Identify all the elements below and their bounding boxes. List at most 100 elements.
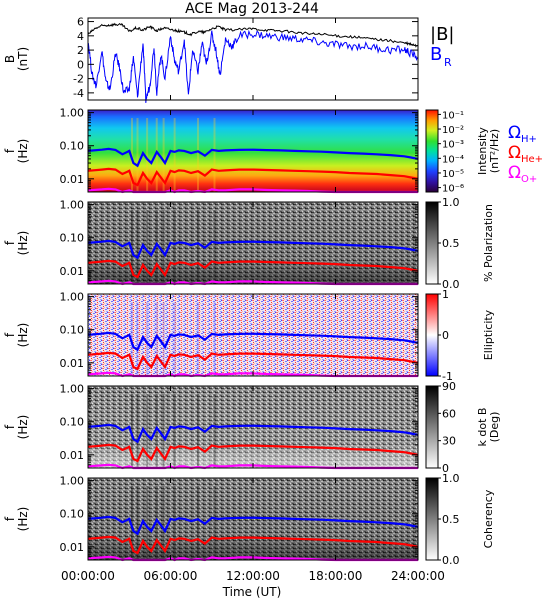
intensity-ytick-label: 0.10 — [60, 140, 85, 153]
kdotb-streak — [162, 394, 165, 468]
coherency-ytick-label: 1.00 — [60, 475, 85, 488]
legend-gyro-he-plus-subscript: He+ — [521, 154, 543, 165]
coherency-yunit: (Hz) — [16, 507, 30, 532]
polarization-colorbar-tick-label: 1.0 — [442, 196, 460, 209]
polarization-yunit: (Hz) — [16, 231, 30, 256]
b-yunit: (nT) — [16, 47, 30, 71]
ellipticity-spectrogram — [88, 294, 418, 376]
time-axis-label: Time (UT) — [222, 585, 282, 599]
polarization-ytick-label: 1.00 — [60, 199, 85, 212]
kdotb-ytick-label: 1.00 — [60, 383, 85, 396]
time-axis: 00:00:00 06:00:00 12:00:00 18:00:00 24:00:00 — [61, 569, 445, 583]
intensity-streak — [155, 118, 158, 192]
legend-gyro-o-plus-subscript: O+ — [521, 174, 537, 185]
polarization-streak — [197, 210, 199, 284]
kdotb-streak — [131, 394, 133, 468]
coherency-ytick-label: 0.10 — [60, 508, 85, 521]
panel-polarization: 0.01 0.10 1.00 f (Hz) 0.0 0.5 1.0 % Polarization — [3, 196, 495, 291]
ellipticity-colorbar-tick-label: 0 — [442, 329, 449, 342]
coherency-ytick-label: 0.01 — [60, 541, 85, 554]
panel-intensity: 0.01 0.10 1.00 f (Hz) 10⁻¹ 10⁻² 10⁻³ 10⁻⁴ 10⁻⁵ 10⁻… — [3, 107, 543, 195]
kdotb-colorbar-tick-label: 90 — [442, 380, 456, 393]
polarization-ylabel: f — [3, 240, 17, 245]
ellipticity-ytick-label: 1.00 — [60, 291, 85, 304]
polarization-colorbar-tick-label: 0.0 — [442, 278, 460, 291]
coherency-colorbar-tick-label: 0.5 — [442, 513, 460, 526]
polarization-streak — [146, 210, 149, 284]
intensity-streak — [173, 118, 176, 192]
intensity-ytick-label: 1.00 — [60, 107, 85, 120]
kdotb-colorbar-tick-label: 60 — [442, 407, 456, 420]
polarization-streak — [162, 210, 165, 284]
kdotb-streak — [155, 394, 158, 468]
time-tick-label: 12:00:00 — [226, 569, 280, 583]
ellipticity-streak — [173, 302, 176, 376]
intensity-gyro-line-he-plus — [87, 167, 419, 187]
coherency-streak — [162, 486, 165, 560]
coherency-streak — [131, 486, 133, 560]
intensity-ytick-label: 0.01 — [60, 173, 85, 186]
intensity-streak — [136, 118, 139, 192]
polarization-gyro-line-he-plus — [87, 259, 419, 279]
ellipticity-streak — [155, 302, 158, 376]
chart-title: ACE Mag 2013-244 — [185, 1, 319, 17]
coherency-colorbar — [425, 477, 439, 561]
intensity-colorbar-tick-label: 10⁻¹ — [442, 110, 464, 121]
coherency-ylabel: f — [3, 516, 17, 521]
kdotb-colorbar-label: k dot B — [476, 408, 489, 447]
time-tick-label: 18:00:00 — [309, 569, 363, 583]
kdotb-colorbar-tick-label: 30 — [442, 435, 456, 448]
coherency-colorbar-tick-label: 0.0 — [442, 554, 460, 567]
ellipticity-streak — [162, 302, 165, 376]
ellipticity-ytick-label: 0.01 — [60, 357, 85, 370]
series-b-r-line — [87, 29, 419, 103]
intensity-streak — [197, 118, 199, 192]
polarization-streak — [136, 210, 139, 284]
intensity-streak — [162, 118, 165, 192]
ellipticity-colorbar-tick-label: -1 — [442, 370, 453, 383]
kdotb-colorbar-unit: (Deg) — [488, 412, 501, 443]
kdotb-ytick-label: 0.10 — [60, 416, 85, 429]
kdotb-colorbar-tick-label: 0 — [442, 462, 449, 475]
coherency-colorbar-label: Coherency — [482, 489, 495, 548]
kdotb-colorbar — [425, 385, 439, 469]
polarization-gyro-line-h-plus — [87, 239, 419, 260]
intensity-yunit: (Hz) — [16, 139, 30, 164]
intensity-colorbar-tick-label: 10⁻⁵ — [442, 169, 464, 180]
ellipticity-gyro-line-he-plus — [87, 351, 419, 371]
coherency-gyro-line-h-plus — [87, 515, 419, 536]
time-tick-label: 06:00:00 — [144, 569, 198, 583]
intensity-ylabel: f — [3, 148, 17, 153]
polarization-streak — [131, 210, 133, 284]
coherency-colorbar-tick-label: 1.0 — [442, 472, 460, 485]
coherency-streak — [136, 486, 139, 560]
coherency-streak — [146, 486, 149, 560]
intensity-colorbar-label: Intensity — [476, 127, 489, 175]
legend-b-magnitude: |B| — [430, 24, 454, 45]
legend-gyro-he-plus: Ω — [508, 143, 521, 163]
ellipticity-colorbar-label: Ellipticity — [482, 309, 495, 360]
coherency-spectrogram-shade — [88, 478, 418, 560]
kdotb-streak — [173, 394, 176, 468]
time-tick-label: 00:00:00 — [61, 569, 115, 583]
legend-b-r-subscript: R — [444, 56, 452, 69]
polarization-colorbar-label: % Polarization — [482, 204, 495, 282]
b-plot-area — [88, 18, 418, 100]
ellipticity-colorbar — [425, 293, 439, 377]
ellipticity-gyro-line-h-plus — [87, 331, 419, 352]
coherency-gyro-line-he-plus — [87, 535, 419, 555]
kdotb-streak — [136, 394, 139, 468]
b-ylabel: B — [3, 55, 17, 63]
coherency-streak — [197, 486, 199, 560]
panel-coherency: 0.01 0.10 1.00 f (Hz) 0.0 0.5 1.0 Coherency — [3, 472, 495, 567]
kdotb-ytick-label: 0.01 — [60, 449, 85, 462]
kdotb-gyro-line-h-plus — [87, 423, 419, 444]
b-ytick-label: -2 — [73, 73, 84, 86]
polarization-spectrogram-shade — [88, 202, 418, 284]
b-ytick-label: 0 — [77, 58, 84, 71]
intensity-spectrogram — [88, 110, 418, 192]
intensity-colorbar-unit: (nT²/Hz) — [488, 129, 501, 173]
ellipticity-streak — [146, 302, 149, 376]
polarization-ytick-label: 0.10 — [60, 232, 85, 245]
